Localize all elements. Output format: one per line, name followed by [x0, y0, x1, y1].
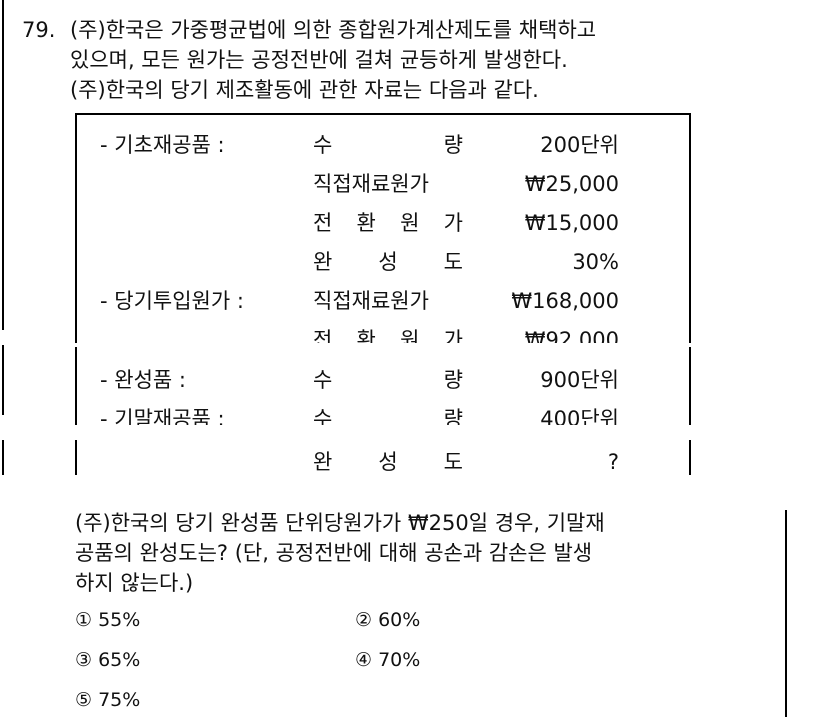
row-item: 직접재료원가 — [313, 289, 429, 313]
margin-line — [2, 440, 4, 475]
stem-line: (주)한국은 가중평균법에 의한 종합원가계산제도를 채택하고 — [70, 18, 597, 42]
data-row: 완 성 도 30% — [77, 247, 689, 277]
margin-line — [2, 345, 4, 415]
margin-line — [785, 510, 787, 717]
row-label: - 당기투입원가 : — [100, 289, 244, 313]
data-row: 직접재료원가 ₩25,000 — [77, 169, 689, 199]
prompt-line: 하지 않는다.) — [75, 571, 194, 595]
row-label: - 기초재공품 : — [100, 133, 225, 157]
prompt-line: (주)한국의 당기 완성품 단위당원가가 ₩250일 경우, 기말재 — [75, 511, 605, 535]
row-value: 400단위 — [540, 407, 619, 425]
row-label: - 완성품 : — [100, 368, 186, 392]
option: ⑤ 75% — [75, 689, 141, 711]
data-row: 전 환 원 가 ₩15,000 — [77, 208, 689, 238]
option: ① 55% — [75, 609, 141, 631]
row-item: 전 환 원 가 — [313, 211, 463, 235]
row-item: 수 량 — [313, 368, 463, 392]
row-item: 직접재료원가 — [313, 172, 429, 196]
margin-line — [2, 0, 4, 330]
row-value: ₩92,000 — [524, 328, 619, 343]
row-value: ₩15,000 — [524, 211, 619, 235]
row-value: 200단위 — [540, 133, 619, 157]
data-row: - 당기투입원가 : 직접재료원가 ₩168,000 — [77, 286, 689, 316]
row-value: ? — [607, 450, 619, 474]
question-number: 79. — [22, 18, 56, 42]
stem-line: 있으며, 모든 원가는 공정전반에 걸쳐 균등하게 발생한다. — [70, 48, 568, 72]
row-value: ₩168,000 — [511, 289, 619, 313]
row-label: - 기말재공품 : — [100, 407, 225, 425]
row-item: 전 환 원 가 — [313, 328, 463, 343]
data-row: 완 성 도? — [77, 447, 689, 475]
row-item: 수 량 — [313, 407, 463, 425]
option: ④ 70% — [355, 649, 421, 671]
row-value: 900단위 — [540, 368, 619, 392]
data-box: - 완성품 : 수 량 900단위 - 기말재공품 : 수 량 400단위 — [75, 347, 691, 425]
data-row: 전 환 원 가 ₩92,000 — [77, 325, 689, 343]
data-row: - 기말재공품 : 수 량 400단위 — [77, 404, 689, 425]
data-row: - 기초재공품 : 수 량 200단위 — [77, 130, 689, 160]
option: ② 60% — [355, 609, 421, 631]
stem-line: (주)한국의 당기 제조활동에 관한 자료는 다음과 같다. — [70, 78, 539, 102]
prompt-line: 공품의 완성도는? (단, 공정전반에 대해 공손과 감손은 발생 — [75, 541, 593, 565]
data-box: 완 성 도? — [75, 440, 691, 475]
row-value: 30% — [572, 250, 619, 274]
data-row: - 완성품 : 수 량 900단위 — [77, 365, 689, 395]
row-value: ₩25,000 — [524, 172, 619, 196]
row-item: 완 성 도 — [313, 250, 463, 274]
option: ③ 65% — [75, 649, 141, 671]
row-item: 수 량 — [313, 133, 463, 157]
row-item: 완 성 도 — [313, 450, 463, 474]
